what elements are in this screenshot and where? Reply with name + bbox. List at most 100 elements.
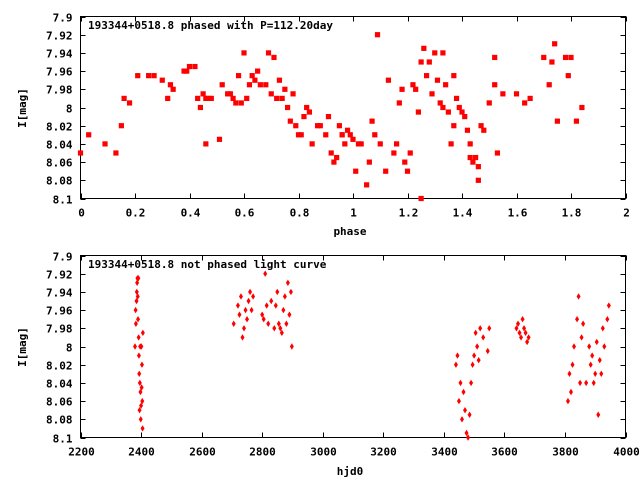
data-point	[227, 91, 233, 97]
data-point	[159, 77, 165, 83]
y-tick-label: 8.06	[46, 157, 73, 170]
data-point	[526, 334, 531, 341]
data-point	[126, 100, 133, 106]
data-point	[445, 109, 451, 115]
data-point	[246, 297, 251, 305]
data-point	[257, 82, 263, 88]
data-point	[266, 320, 271, 327]
data-point	[451, 73, 457, 79]
data-point	[415, 109, 421, 115]
data-point	[522, 325, 527, 332]
data-point	[146, 73, 152, 79]
data-point	[287, 118, 293, 124]
x-tick-label: 0	[78, 207, 85, 220]
y-tick-label: 7.98	[46, 323, 73, 336]
data-point	[192, 63, 198, 70]
data-point	[466, 434, 471, 441]
data-point	[251, 293, 256, 300]
data-point	[197, 104, 203, 111]
data-point	[314, 123, 321, 129]
data-point	[391, 150, 397, 156]
axis-ticks	[80, 16, 627, 200]
data-point	[139, 384, 144, 391]
data-point	[437, 100, 443, 106]
data-point	[235, 302, 240, 309]
data-point	[139, 402, 144, 409]
data-point	[413, 86, 419, 92]
x-tick-label: 1.6	[508, 207, 528, 220]
data-point	[216, 136, 223, 142]
x-tick-label: 1.4	[453, 207, 473, 220]
y-tick-label: 7.96	[46, 66, 73, 79]
data-point	[516, 320, 521, 327]
x-tick-labels: 2200 2400 2600 2800 3000 3200 3400 3600 3800 4000	[68, 446, 640, 459]
y-tick-label: 8.06	[46, 396, 73, 409]
data-point	[426, 59, 432, 65]
data-point	[581, 320, 586, 327]
y-tick-label: 8.02	[46, 360, 73, 373]
data-point	[486, 100, 492, 106]
data-point	[265, 50, 272, 56]
data-point	[235, 73, 242, 79]
data-point	[242, 325, 246, 332]
data-point	[230, 95, 236, 101]
data-point	[519, 334, 524, 341]
data-point	[285, 104, 291, 111]
data-point	[203, 95, 209, 101]
data-point	[460, 416, 464, 423]
y-tick-label: 8	[66, 103, 73, 116]
data-point	[287, 311, 292, 318]
data-point	[475, 343, 480, 350]
data-point	[513, 91, 520, 97]
data-point	[350, 136, 356, 142]
y-tick-label: 8.04	[46, 378, 73, 391]
x-tick-label: 3200	[370, 446, 397, 459]
data-point	[249, 73, 255, 79]
data-point	[402, 159, 408, 165]
data-point	[602, 343, 607, 350]
data-point	[463, 407, 468, 414]
data-point	[432, 50, 438, 56]
data-point	[121, 95, 127, 101]
data-point	[492, 82, 498, 88]
data-point	[139, 361, 144, 368]
data-point	[588, 361, 593, 368]
data-point	[448, 141, 454, 147]
data-point	[464, 127, 471, 133]
data-point	[600, 325, 605, 332]
data-point	[429, 91, 435, 97]
data-point	[377, 141, 383, 147]
data-point	[562, 54, 569, 61]
data-point	[138, 388, 143, 396]
data-point	[276, 320, 281, 327]
data-point	[136, 275, 141, 282]
data-points	[77, 32, 585, 202]
y-tick-label: 8.04	[46, 139, 73, 152]
data-point	[596, 411, 601, 418]
data-point	[186, 63, 193, 70]
x-tick-label: 0.4	[181, 207, 201, 220]
data-point	[494, 150, 501, 156]
data-point	[399, 86, 405, 92]
data-point	[205, 95, 212, 101]
data-point	[410, 82, 416, 88]
data-point	[407, 150, 413, 156]
y-tick-label: 8.08	[46, 175, 73, 188]
plot-frame	[80, 255, 626, 438]
data-point	[181, 68, 187, 74]
data-point	[575, 316, 580, 323]
data-point	[567, 370, 572, 377]
data-point	[487, 325, 492, 332]
data-point	[421, 45, 427, 51]
x-tick-label: 2600	[189, 446, 216, 459]
x-tick-label: 1	[350, 207, 357, 220]
data-point	[309, 141, 315, 147]
data-point	[282, 86, 288, 92]
data-point	[137, 370, 142, 377]
data-point	[355, 141, 362, 147]
data-point	[244, 95, 250, 101]
data-point	[275, 288, 280, 296]
data-point	[243, 306, 248, 314]
data-point	[167, 82, 174, 88]
